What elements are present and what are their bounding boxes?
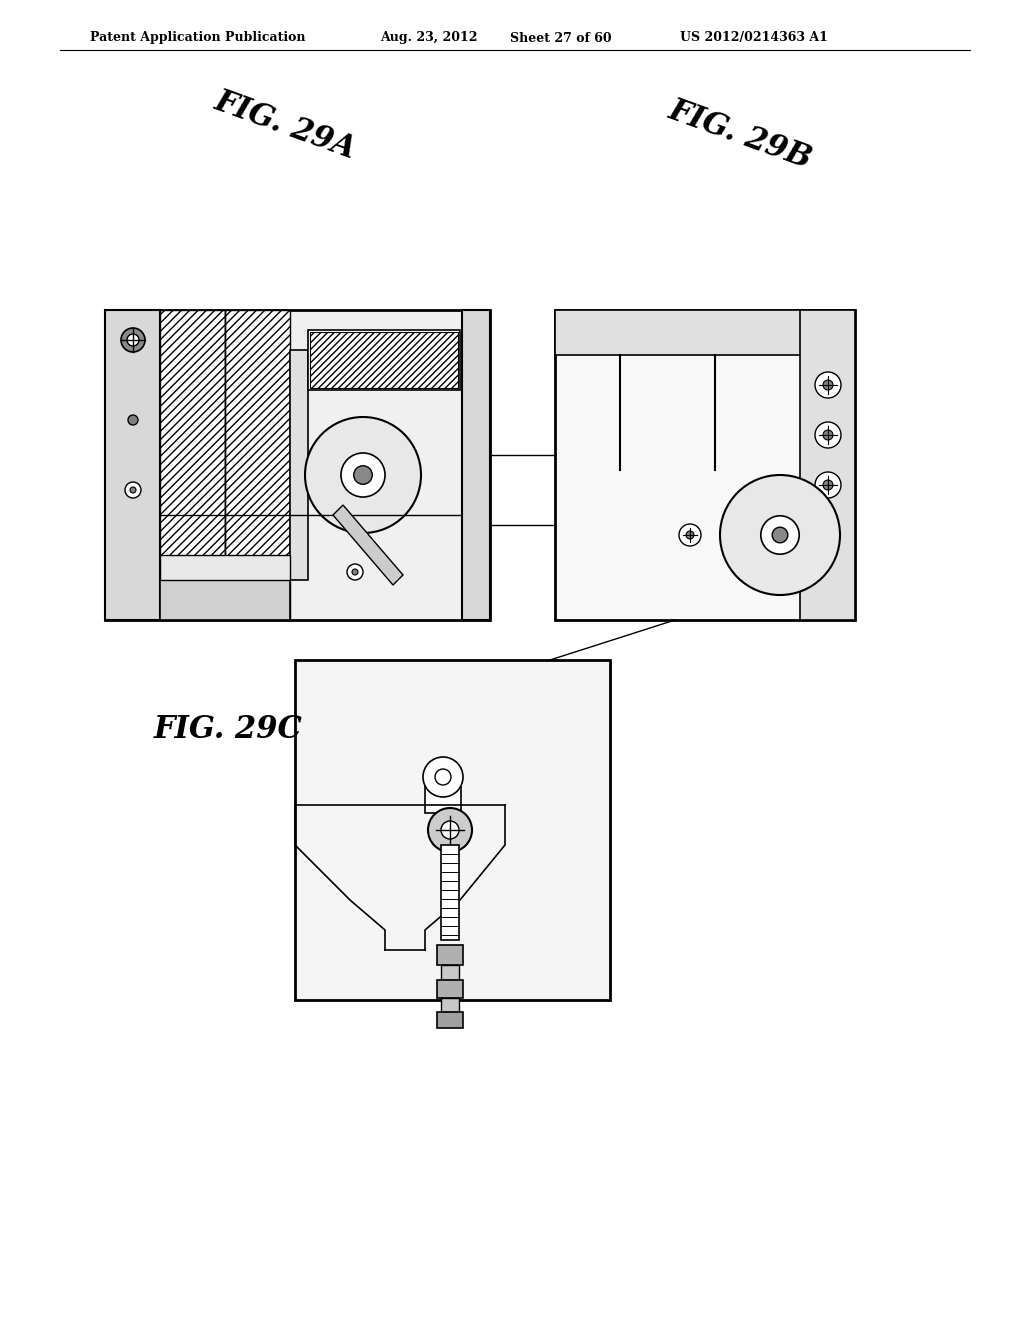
Bar (555, 310, 855, 620)
Bar (441, 998, 459, 1012)
Circle shape (823, 430, 833, 440)
Circle shape (720, 475, 840, 595)
Bar (462, 310, 490, 620)
Bar (290, 350, 308, 579)
Text: Aug. 23, 2012: Aug. 23, 2012 (380, 32, 477, 45)
Bar (437, 1012, 463, 1028)
Bar (105, 310, 490, 620)
Circle shape (423, 756, 463, 797)
Text: Sheet 27 of 60: Sheet 27 of 60 (510, 32, 611, 45)
Bar (308, 330, 460, 389)
Circle shape (305, 417, 421, 533)
Circle shape (823, 480, 833, 490)
Text: FIG. 29B: FIG. 29B (665, 95, 816, 176)
Circle shape (815, 422, 841, 447)
Circle shape (353, 466, 373, 484)
Circle shape (130, 487, 136, 492)
Text: US 2012/0214363 A1: US 2012/0214363 A1 (680, 32, 827, 45)
Circle shape (428, 808, 472, 851)
Bar (437, 979, 463, 998)
Circle shape (347, 564, 362, 579)
Text: FIG. 29C: FIG. 29C (154, 714, 302, 746)
Polygon shape (333, 506, 403, 585)
Text: FIG. 29A: FIG. 29A (210, 84, 359, 165)
Bar (555, 310, 855, 355)
Bar (105, 310, 160, 620)
Bar (800, 310, 855, 620)
Circle shape (686, 531, 694, 539)
Bar (225, 310, 290, 620)
Circle shape (815, 473, 841, 498)
Circle shape (341, 453, 385, 498)
Circle shape (761, 516, 799, 554)
Circle shape (815, 372, 841, 399)
Bar (425, 785, 461, 813)
Circle shape (121, 327, 145, 352)
Circle shape (127, 334, 139, 346)
Circle shape (772, 527, 787, 543)
Bar (160, 310, 290, 620)
Circle shape (128, 414, 138, 425)
Bar (160, 579, 290, 620)
Circle shape (823, 380, 833, 389)
Bar (295, 660, 610, 1001)
Circle shape (679, 524, 701, 546)
Text: Patent Application Publication: Patent Application Publication (90, 32, 305, 45)
Circle shape (125, 482, 141, 498)
Bar (441, 965, 459, 979)
Circle shape (441, 821, 459, 840)
Circle shape (352, 569, 358, 576)
Bar (310, 333, 458, 388)
Bar (441, 845, 459, 940)
Bar (160, 554, 290, 579)
Bar (160, 310, 225, 620)
Bar (437, 945, 463, 965)
